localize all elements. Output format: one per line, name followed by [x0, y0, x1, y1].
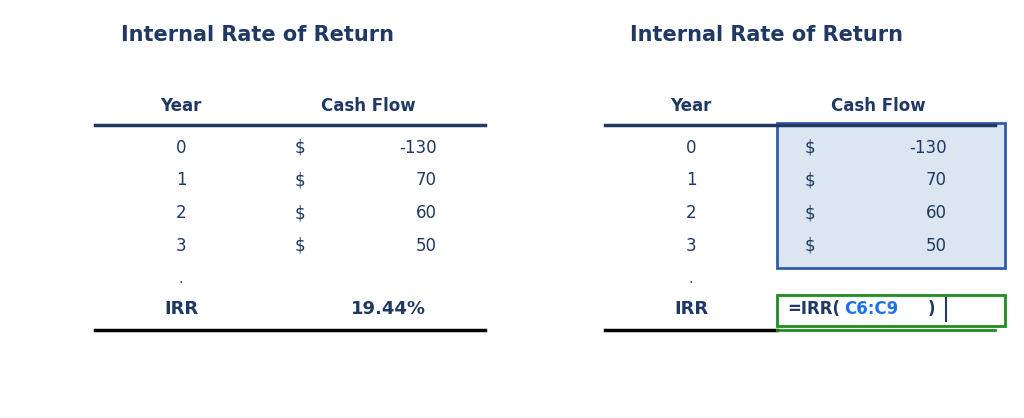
Text: $: $	[805, 204, 815, 222]
Text: $: $	[805, 171, 815, 189]
Text: Cash Flow: Cash Flow	[321, 97, 416, 115]
Text: 1: 1	[176, 171, 186, 189]
Text: Internal Rate of Return: Internal Rate of Return	[631, 25, 903, 45]
Text: -130: -130	[909, 138, 946, 157]
Text: ): )	[928, 301, 935, 319]
Text: 2: 2	[686, 204, 696, 222]
Text: Internal Rate of Return: Internal Rate of Return	[121, 25, 393, 45]
Text: $: $	[295, 204, 305, 222]
Text: $: $	[805, 138, 815, 157]
Text: 50: 50	[416, 237, 436, 255]
Text: 1: 1	[686, 171, 696, 189]
Text: $: $	[295, 237, 305, 255]
Text: Year: Year	[161, 97, 202, 115]
Text: 70: 70	[926, 171, 946, 189]
Text: 70: 70	[416, 171, 436, 189]
Text: 2: 2	[176, 204, 186, 222]
Text: .: .	[179, 272, 183, 285]
Text: $: $	[295, 171, 305, 189]
Text: =IRR(: =IRR(	[787, 301, 840, 319]
Text: -130: -130	[399, 138, 436, 157]
Text: 60: 60	[416, 204, 436, 222]
Text: 3: 3	[176, 237, 186, 255]
Text: Year: Year	[671, 97, 712, 115]
Text: .: .	[689, 272, 693, 285]
Text: $: $	[805, 237, 815, 255]
Text: $: $	[295, 138, 305, 157]
Bar	[777, 295, 1005, 326]
Text: 0: 0	[686, 138, 696, 157]
Text: 0: 0	[176, 138, 186, 157]
Text: 60: 60	[926, 204, 946, 222]
Text: 19.44%: 19.44%	[351, 301, 426, 319]
Text: Cash Flow: Cash Flow	[830, 97, 926, 115]
Text: IRR: IRR	[674, 301, 709, 319]
Text: 3: 3	[686, 237, 696, 255]
Text: IRR: IRR	[164, 301, 199, 319]
Text: 50: 50	[926, 237, 946, 255]
Bar	[777, 123, 1005, 268]
Text: C6:C9: C6:C9	[844, 301, 898, 319]
